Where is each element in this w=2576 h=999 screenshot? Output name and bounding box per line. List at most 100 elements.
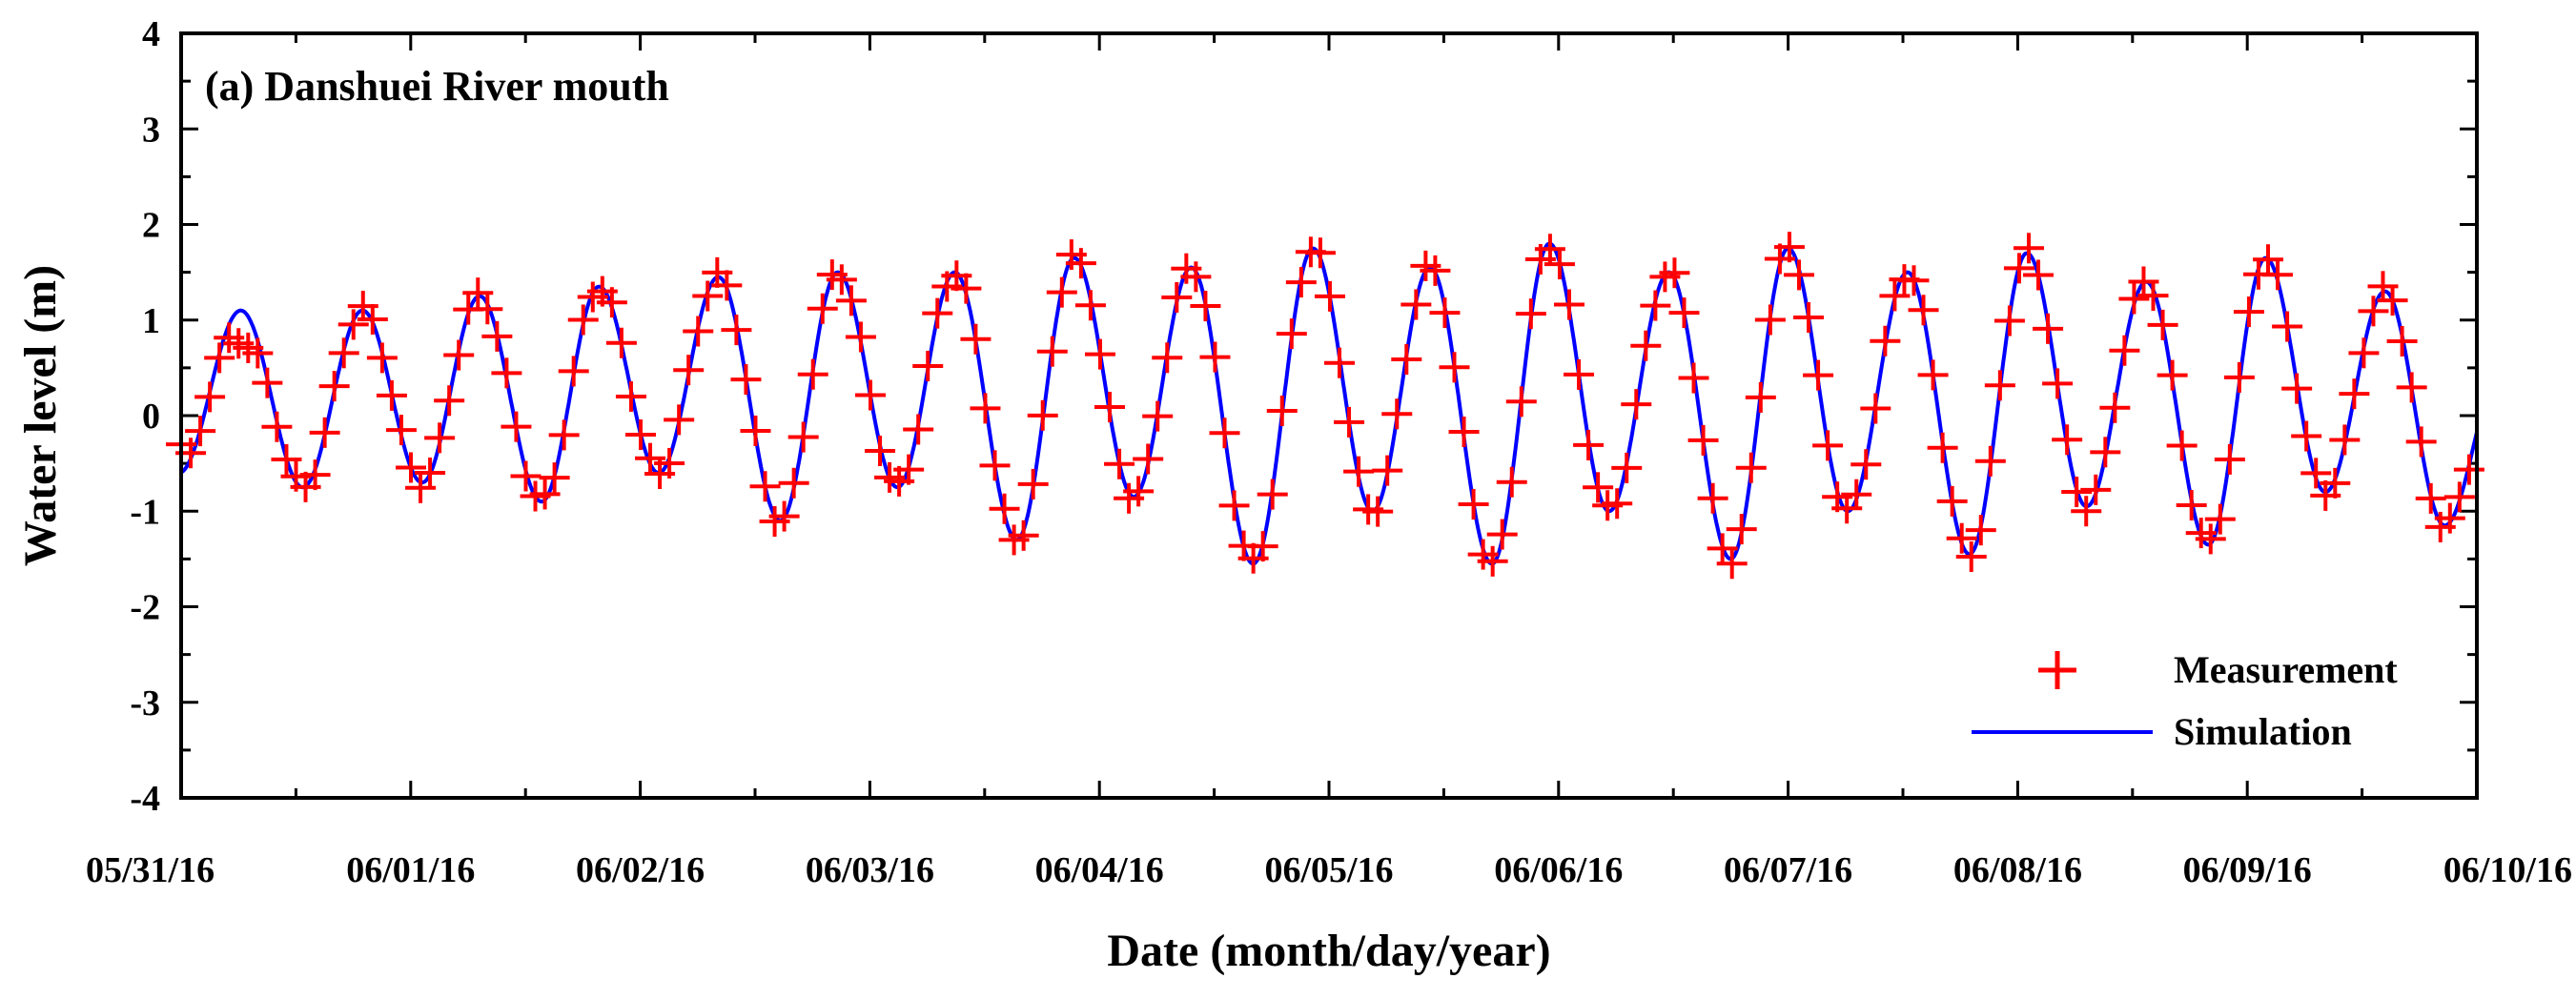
measurement-point <box>951 273 982 304</box>
measurement-point <box>1735 452 1767 483</box>
measurement-point <box>1812 430 1844 461</box>
measurement-point <box>1276 318 1307 350</box>
measurement-point <box>979 450 1011 481</box>
legend-measurement-marker <box>2038 651 2076 689</box>
measurement-point <box>787 421 819 453</box>
measurement-point <box>922 297 953 329</box>
measurement-point <box>2291 420 2322 452</box>
measurement-point <box>357 303 388 335</box>
measurement-point <box>1458 489 1489 520</box>
measurement-point <box>778 467 809 499</box>
measurement-point <box>1084 338 1115 370</box>
measurement-point <box>529 479 561 510</box>
measurement-point <box>376 379 407 411</box>
measurement-point <box>2109 335 2140 366</box>
measurement-point <box>1803 359 1834 391</box>
measurement-point <box>1486 519 1518 550</box>
measurement-point <box>989 493 1020 524</box>
x-tick-label: 05/31/16 <box>86 850 215 890</box>
measurement-point <box>2453 454 2484 485</box>
measurement-point <box>1343 456 1375 487</box>
measurement-point <box>462 277 494 309</box>
measurement-point <box>1908 295 1939 326</box>
measurement-point <box>2443 481 2475 513</box>
measurement-point <box>1745 381 1776 413</box>
measurement-point <box>1946 522 1977 554</box>
measurement-point <box>1716 548 1748 580</box>
measurement-point <box>1391 344 1422 376</box>
measurement-point <box>1879 280 1911 312</box>
measurement-point <box>2204 503 2236 535</box>
measurement-point <box>807 293 838 324</box>
measurement-point <box>2090 437 2121 468</box>
measurement-point <box>854 379 886 411</box>
legend-measurement-label: Measurement <box>2174 648 2398 691</box>
measurement-point <box>1152 342 1183 374</box>
measurement-point <box>491 357 522 389</box>
measurement-point <box>1218 490 1250 521</box>
measurement-point <box>826 264 857 296</box>
measurement-point <box>1046 276 1077 308</box>
measurement-point <box>1687 424 1719 456</box>
y-tick-label: 3 <box>142 110 160 150</box>
measurement-point <box>2147 309 2178 340</box>
measurement-point <box>2300 458 2332 489</box>
measurement-point <box>194 381 226 413</box>
measurement-point <box>1573 429 1605 460</box>
axis-label-layer: -4 -3 -2 -1 0 1 2 3 4 05/31/16 06/01/16 06/02/16 06/… <box>86 14 2572 890</box>
measurement-point <box>252 367 283 398</box>
measurement-point <box>1429 297 1461 329</box>
measurement-point <box>2233 296 2264 328</box>
measurement-point <box>615 380 646 412</box>
measurement-point <box>1773 232 1805 263</box>
measurement-point <box>2262 259 2294 291</box>
measurement-point <box>1448 417 1480 448</box>
measurement-point <box>2348 337 2380 369</box>
y-tick-label: -4 <box>130 779 160 819</box>
measurement-point <box>1583 472 1614 503</box>
plot-area-frame <box>179 31 2479 800</box>
measurement-point <box>2166 430 2198 461</box>
measurement-point <box>1133 443 1164 475</box>
measurement-point <box>424 422 456 454</box>
y-tick-label: -1 <box>130 492 160 532</box>
measurement-point <box>1927 432 1958 463</box>
measurement-point <box>768 500 800 532</box>
y-axis-title: Water level (m) <box>15 265 66 566</box>
measurement-point <box>1314 280 1345 312</box>
y-tick-label: -3 <box>130 683 160 724</box>
measurement-point <box>1400 289 1432 320</box>
measurement-point <box>1917 359 1949 391</box>
measurement-point <box>1094 392 1126 423</box>
measurement-point <box>1783 259 1814 291</box>
x-axis-title: Date (month/day/year) <box>1107 926 1550 976</box>
measurement-point <box>2358 296 2389 327</box>
measurement-point <box>740 415 771 446</box>
measurement-point <box>1678 362 1709 394</box>
measurement-point <box>1017 468 1049 500</box>
measurement-point <box>1621 389 1652 420</box>
measurement-point <box>1324 347 1356 378</box>
measurement-point <box>204 342 235 374</box>
measurement-point <box>1180 261 1212 293</box>
measurement-point <box>2195 523 2226 555</box>
x-tick-label: 06/08/16 <box>1953 850 2082 890</box>
legend: Measurement Simulation <box>1972 648 2398 753</box>
y-tick-label: 0 <box>142 397 160 437</box>
measurement-point <box>1515 298 1546 330</box>
measurement-point <box>1898 265 1930 296</box>
measurement-point <box>558 356 589 387</box>
measurement-point <box>711 270 743 301</box>
measurement-point <box>1505 386 1537 418</box>
y-tick-label: 1 <box>142 301 160 341</box>
measurement-point <box>318 371 350 402</box>
measurement-point <box>2214 443 2245 475</box>
measurement-point <box>1104 448 1135 479</box>
measurement-point <box>2386 326 2418 357</box>
measurement-point <box>1754 304 1786 336</box>
measurement-point <box>2377 285 2408 316</box>
measurement-point <box>2339 378 2370 410</box>
tick-layer <box>179 31 2479 800</box>
y-tick-label: -2 <box>130 588 160 628</box>
